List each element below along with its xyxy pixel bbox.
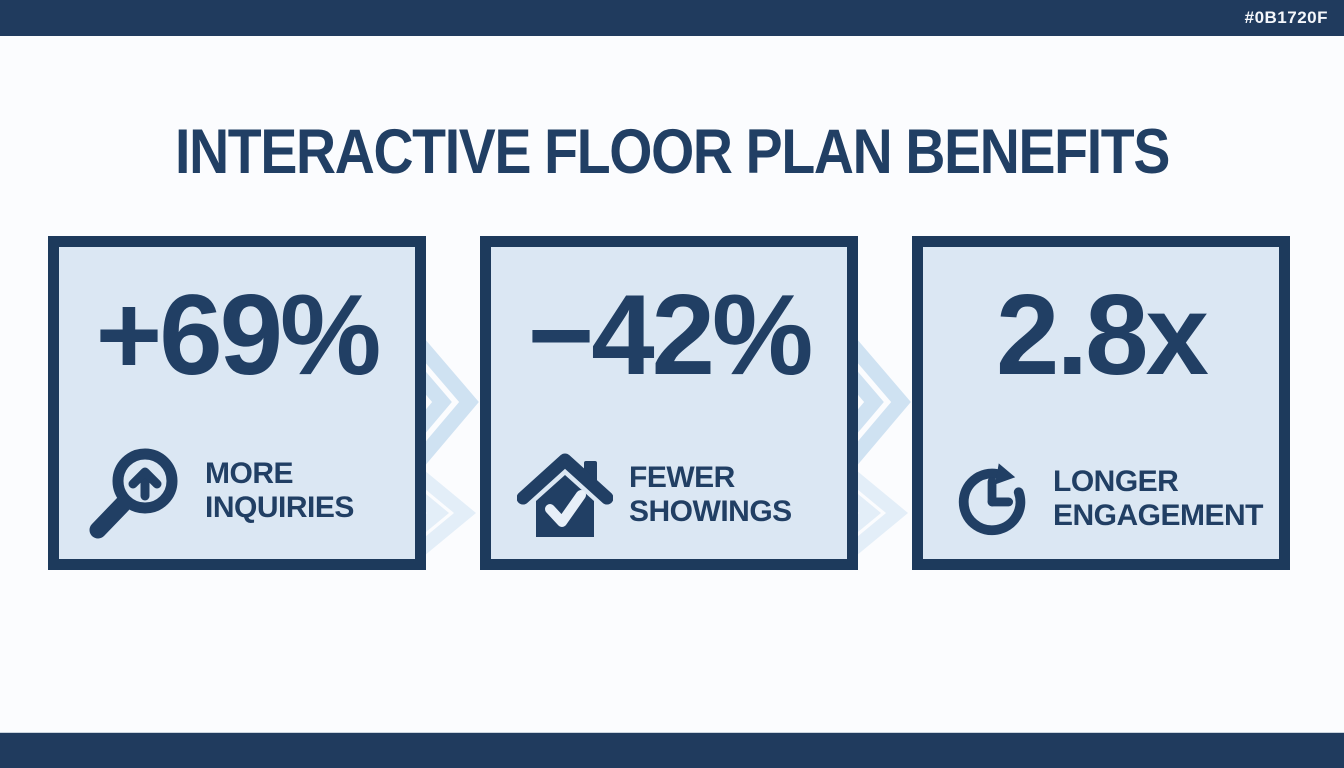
stat-card-inquiries: +69% MORE INQUIRIES <box>48 236 426 570</box>
stat-label: FEWER SHOWINGS <box>629 461 792 529</box>
stat-label-line: FEWER <box>629 461 735 494</box>
stat-value: +69% <box>95 272 382 399</box>
stat-card-engagement: 2.8x LONGER ENGAGEMENT <box>912 236 1290 570</box>
stat-label-line: ENGAGEMENT <box>1053 499 1264 532</box>
stat-value: −42% <box>527 272 814 399</box>
stat-caption-row: MORE INQUIRIES <box>59 439 415 543</box>
stat-label-line: LONGER <box>1053 465 1179 498</box>
stat-label-line: SHOWINGS <box>629 495 792 528</box>
stat-label-line: MORE <box>205 457 293 490</box>
house-check-icon <box>517 447 613 543</box>
magnifier-up-icon <box>85 439 189 543</box>
stat-label-line: INQUIRIES <box>205 491 354 524</box>
stats-row: +69% MORE INQUIRIES −42% <box>48 236 1290 570</box>
stat-label: LONGER ENGAGEMENT <box>1053 465 1264 533</box>
bottom-bar <box>0 732 1344 768</box>
stat-value: 2.8x <box>996 272 1209 399</box>
stat-caption-row: FEWER SHOWINGS <box>491 447 847 543</box>
stat-caption-row: LONGER ENGAGEMENT <box>923 455 1279 543</box>
clock-rotate-icon <box>949 455 1037 543</box>
stat-label: MORE INQUIRIES <box>205 457 354 525</box>
stat-card-showings: −42% FEWER SHOWINGS <box>480 236 858 570</box>
hex-color-tag: #0B1720F <box>1244 8 1328 27</box>
top-bar: #0B1720F <box>0 0 1344 36</box>
page-title: INTERACTIVE FLOOR PLAN BENEFITS <box>175 117 1170 187</box>
